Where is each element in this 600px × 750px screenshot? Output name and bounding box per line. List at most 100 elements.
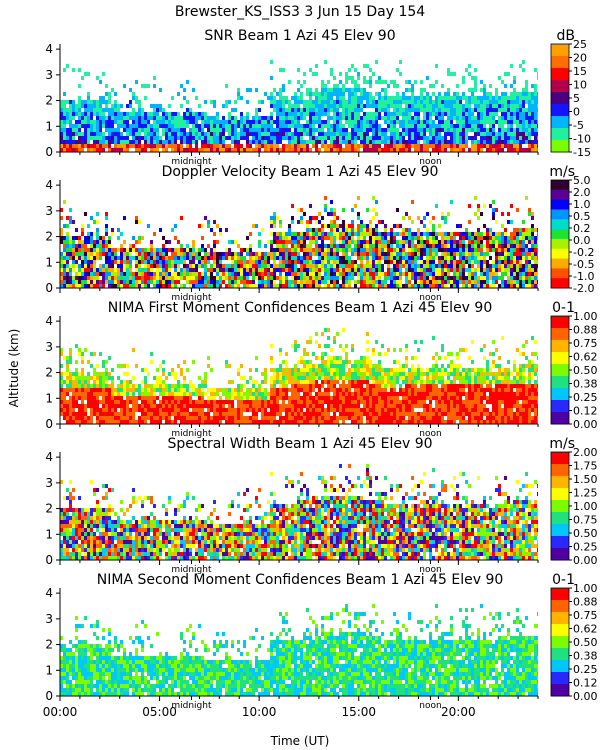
colorbar-swatch (551, 660, 569, 673)
y-tick-label: 3 (45, 68, 53, 82)
colorbar-swatch (551, 648, 569, 661)
colorbar-swatch (551, 199, 569, 210)
colorbar-swatch (551, 464, 569, 477)
y-tick-label: 4 (45, 314, 53, 328)
colorbar-swatch (551, 376, 569, 389)
colorbar-swatch (551, 92, 569, 105)
panel-title: NIMA Second Moment Confidences Beam 1 Az… (97, 572, 504, 588)
colorbar-label: 0.88 (573, 324, 598, 337)
colorbar-label: -10 (573, 133, 591, 146)
colorbar-label: 0.00 (573, 554, 598, 567)
midnight-label: midnight (171, 565, 212, 575)
x-tick-label: 00:00 (43, 705, 78, 719)
panel-title: Spectral Width Beam 1 Azi 45 Elev 90 (167, 436, 432, 452)
colorbar-label: 0 (573, 106, 580, 119)
colorbar-swatch (551, 140, 569, 153)
y-tick-label: 3 (45, 612, 53, 626)
colorbar-label: 2.00 (573, 446, 598, 459)
colorbar-label: -0.5 (573, 258, 594, 271)
colorbar-swatch (551, 229, 569, 240)
colorbar-swatch (551, 352, 569, 365)
colorbar-swatch (551, 328, 569, 341)
y-tick-label: 3 (45, 476, 53, 490)
midnight-label: midnight (171, 293, 212, 303)
colorbar-frame (550, 179, 570, 289)
colorbar-swatch (551, 452, 569, 465)
colorbar-swatch (551, 104, 569, 117)
y-tick-label: 1 (45, 391, 53, 405)
colorbar: 5.02.01.00.50.20.0-0.2-0.5-1.0-2.0 (550, 174, 594, 295)
colorbar-swatch (551, 524, 569, 537)
colorbar-label: 0.75 (573, 337, 598, 350)
y-tick-label: 1 (45, 663, 53, 677)
colorbar-label: 25 (573, 38, 587, 51)
heatmap-field (60, 60, 538, 152)
colorbar-label: -5 (573, 119, 584, 132)
colorbar-swatch (551, 258, 569, 269)
colorbar-label: 2.0 (573, 186, 591, 199)
colorbar-label: 0.62 (573, 623, 598, 636)
panel-3: NIMA First Moment Confidences Beam 1 Azi… (45, 300, 597, 439)
colorbar-label: -15 (573, 146, 591, 159)
y-tick-label: 4 (45, 42, 53, 56)
colorbar-swatch (551, 340, 569, 353)
colorbar-swatch (551, 268, 569, 279)
y-tick-label: 1 (45, 527, 53, 541)
colorbar-label: 0.75 (573, 609, 598, 622)
y-tick-label: 0 (45, 281, 53, 295)
colorbar-swatch (551, 684, 569, 697)
x-axis-label: Time (UT) (270, 734, 330, 748)
x-tick-label: 05:00 (142, 705, 177, 719)
colorbar-swatch (551, 612, 569, 625)
colorbar-label: 0.5 (573, 210, 591, 223)
y-axis-label: Altitude (km) (7, 329, 21, 408)
colorbar-label: 0.0 (573, 234, 591, 247)
midnight-label: midnight (171, 429, 212, 439)
panel-title: NIMA First Moment Confidences Beam 1 Azi… (108, 300, 492, 316)
colorbar: 1.000.880.750.620.500.380.250.120.00 (550, 582, 598, 703)
y-tick-label: 2 (45, 94, 53, 108)
colorbar-swatch (551, 278, 569, 289)
colorbar-swatch (551, 180, 569, 191)
y-tick-label: 0 (45, 417, 53, 431)
colorbar-swatch (551, 476, 569, 489)
panel-4: Spectral Width Beam 1 Azi 45 Elev 90 m/s 0… (45, 436, 597, 575)
colorbar: 1.000.880.750.620.500.380.250.120.00 (550, 310, 598, 431)
colorbar-swatch (551, 209, 569, 220)
colorbar-swatch (551, 80, 569, 93)
y-tick-label: 3 (45, 204, 53, 218)
midnight-label: midnight (171, 157, 212, 167)
panel-unit: 0-1 (552, 572, 575, 588)
y-tick-label: 3 (45, 340, 53, 354)
heatmap-field (60, 328, 538, 424)
x-tick-label: 20:00 (441, 705, 476, 719)
colorbar-swatch (551, 500, 569, 513)
heatmap-field (60, 464, 538, 560)
x-tick-labels: 00:00 05:00 10:00 15:00 20:00 (43, 705, 476, 719)
noon-label: noon (419, 157, 441, 167)
colorbar-label: 0.38 (573, 378, 598, 391)
colorbar: 2.001.751.501.251.000.750.500.250.00 (550, 446, 598, 567)
colorbar-label: 1.00 (573, 582, 598, 595)
colorbar-swatch (551, 116, 569, 129)
colorbar-label: 0.12 (573, 405, 598, 418)
y-tick-label: 0 (45, 553, 53, 567)
panel-unit: dB (557, 28, 576, 44)
colorbar-label: 0.25 (573, 663, 598, 676)
colorbar-label: 1.00 (573, 500, 598, 513)
colorbar-swatch (551, 248, 569, 260)
y-tick-label: 2 (45, 638, 53, 652)
y-tick-label: 4 (45, 586, 53, 600)
colorbar-swatch (551, 128, 569, 141)
panel-unit: m/s (549, 436, 575, 452)
colorbar-label: -2.0 (573, 282, 594, 295)
heatmap-field (60, 604, 538, 696)
y-tick-label: 0 (45, 689, 53, 703)
colorbar-swatch (551, 588, 569, 601)
colorbar-label: 0.25 (573, 541, 598, 554)
panel-title: SNR Beam 1 Azi 45 Elev 90 (204, 28, 395, 44)
colorbar-label: 0.50 (573, 364, 598, 377)
colorbar-swatch (551, 672, 569, 685)
